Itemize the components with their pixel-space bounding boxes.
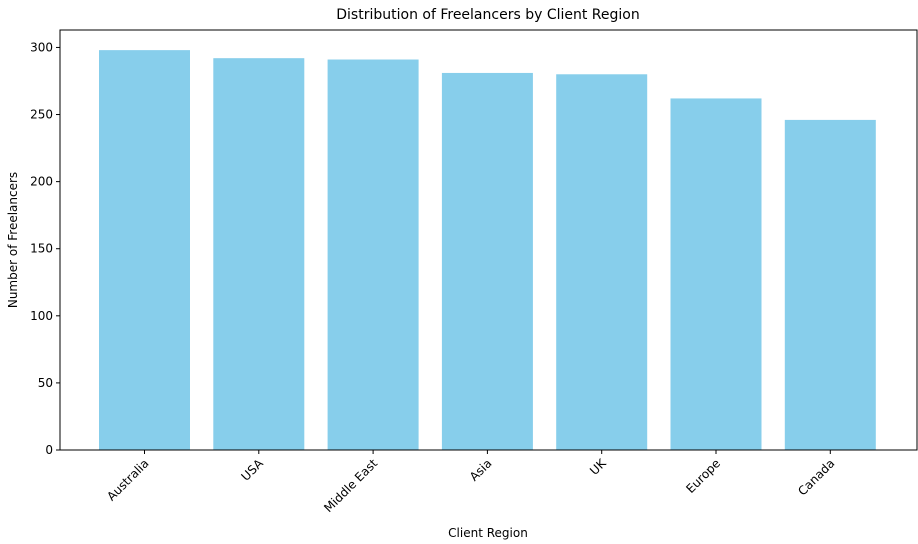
- y-tick-label: 50: [38, 376, 53, 390]
- y-tick-label: 150: [30, 242, 53, 256]
- x-tick-label: Middle East: [321, 456, 380, 515]
- x-axis-title: Client Region: [448, 526, 528, 540]
- bar-australia: [99, 50, 190, 450]
- y-tick-label: 300: [30, 40, 53, 54]
- y-axis-title: Number of Freelancers: [6, 172, 20, 308]
- x-tick-label: USA: [238, 456, 266, 484]
- chart-title: Distribution of Freelancers by Client Re…: [336, 7, 639, 23]
- x-tick-label: Canada: [795, 456, 837, 498]
- bar-europe: [670, 98, 762, 450]
- x-tick-label: Australia: [104, 456, 151, 503]
- y-tick-label: 0: [45, 443, 53, 457]
- y-axis: 0 50 100 150 200 250 300: [30, 40, 60, 457]
- bar-uk: [556, 74, 648, 450]
- y-tick-label: 100: [30, 309, 53, 323]
- x-axis: Australia USA Middle East Asia UK Europe Canad…: [104, 450, 837, 515]
- plot-frame: [59, 29, 918, 451]
- bar-usa: [213, 58, 305, 450]
- bars-group: [99, 50, 876, 451]
- x-tick-label: Europe: [683, 456, 723, 496]
- bar-middle-east: [327, 59, 419, 451]
- y-tick-label: 200: [30, 175, 53, 189]
- y-tick-label: 250: [30, 108, 53, 122]
- x-tick-label: Asia: [467, 456, 495, 484]
- bar-asia: [441, 72, 533, 450]
- bar-canada: [784, 119, 876, 451]
- x-tick-label: UK: [587, 455, 609, 477]
